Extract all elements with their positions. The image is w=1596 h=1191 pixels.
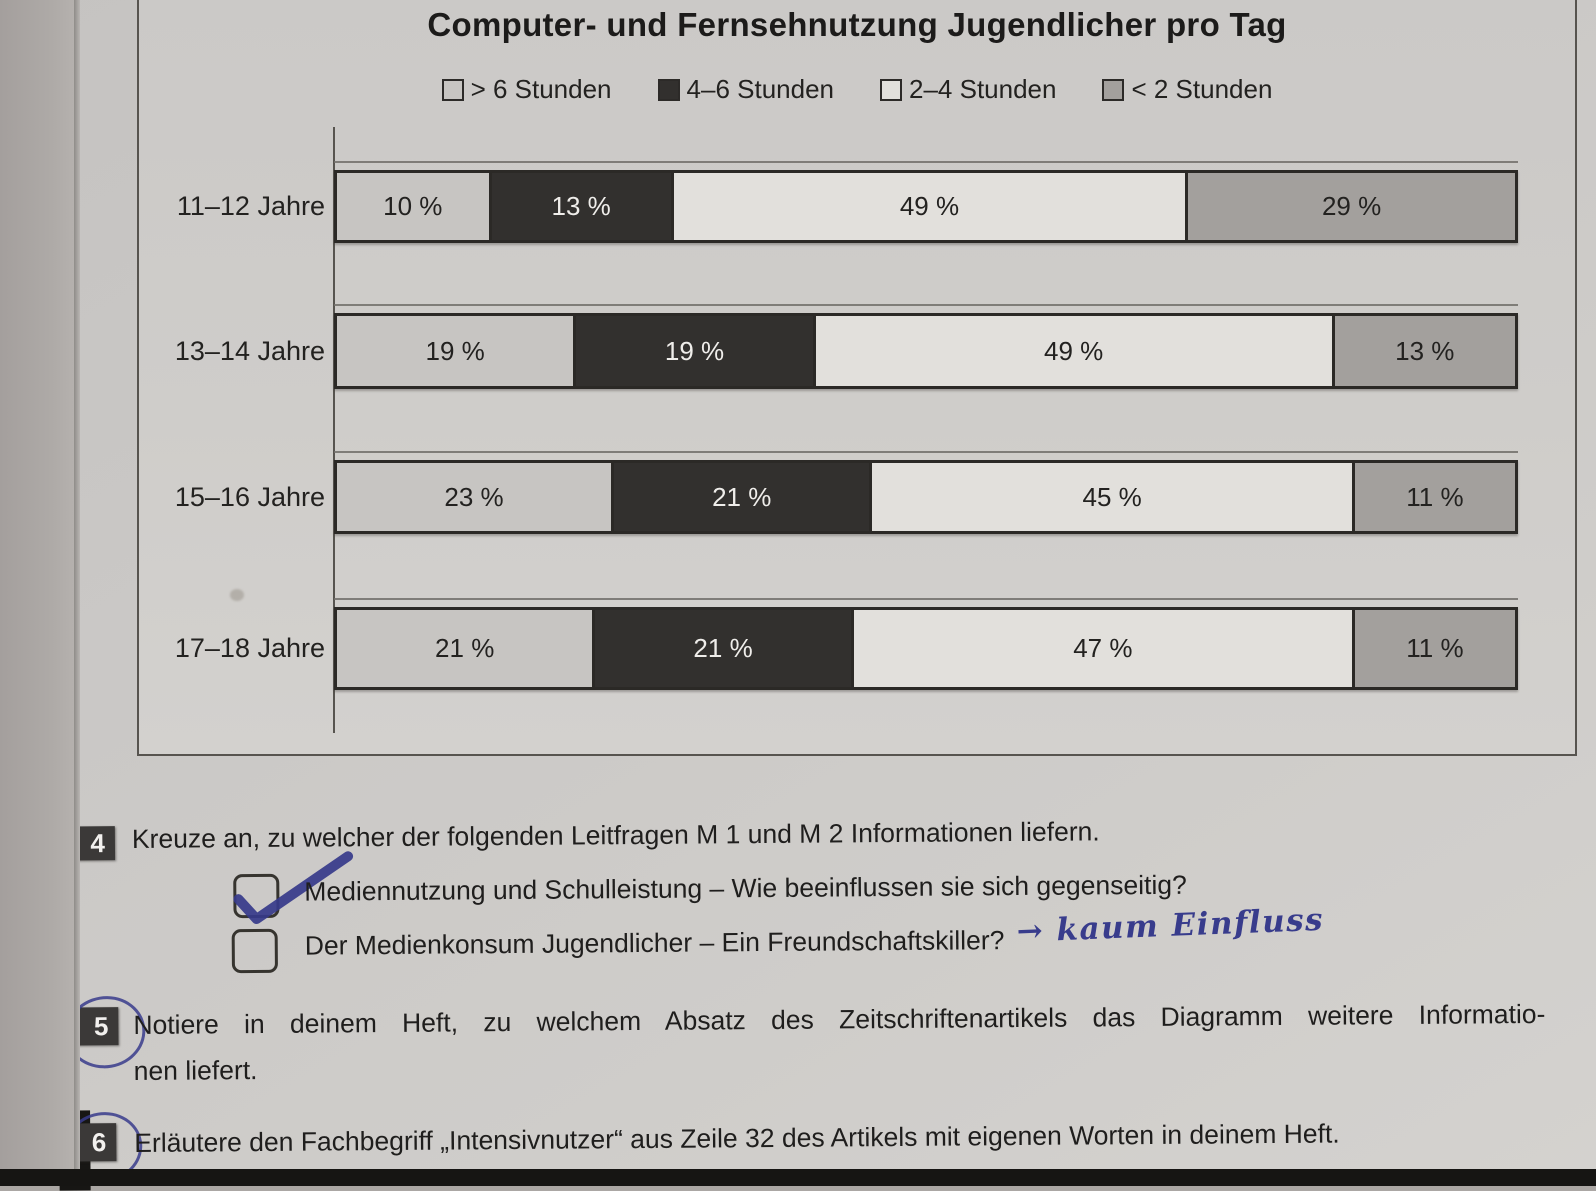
bar-segment-value: 11 % — [1406, 481, 1464, 512]
bar-segment-value: 10 % — [383, 191, 443, 221]
bar-row: 23 % 21 % 45 % 11 % — [334, 460, 1518, 534]
bar-segment-value: 47 % — [1073, 633, 1133, 663]
bar-segment: 11 % — [1351, 610, 1515, 687]
bar-segment: 49 % — [812, 316, 1332, 386]
task-4-option-1-label: Mediennutzung und Schulleistung – Wie be… — [304, 869, 1187, 907]
bar-segment-value: 45 % — [1082, 481, 1142, 512]
adjacent-page-shadow-band — [0, 0, 74, 1186]
photo-speck — [230, 589, 244, 601]
chart-plot-area: 11–12 Jahre 10 % 13 % 49 % 29 % 13–14 Jahre 19… — [139, 0, 1575, 754]
legend-swatch-icon — [657, 78, 680, 101]
bar-segment: 13 % — [488, 173, 671, 240]
legend-item: < 2 Stunden — [1102, 74, 1272, 105]
bar-segment-value: 21 % — [435, 633, 495, 663]
legend-swatch-icon — [1102, 78, 1125, 101]
bar-segment: 23 % — [337, 463, 612, 531]
bar-segment: 21 % — [611, 463, 870, 531]
legend-label: < 2 Stunden — [1131, 74, 1273, 104]
bar-segment-value: 11 % — [1406, 633, 1464, 663]
bar-segment: 19 % — [337, 316, 574, 386]
legend-swatch-icon — [880, 78, 902, 101]
category-label: 15–16 Jahre — [174, 482, 325, 512]
task-5-text: Notiere in deinem Heft, zu welchem Absat… — [133, 991, 1546, 1094]
chart-frame: Computer- und Fernsehnutzung Jugendliche… — [137, 0, 1577, 756]
bar-segment-value: 49 % — [899, 191, 960, 221]
chart-legend: > 6 Stunden 4–6 Stunden 2–4 Stunden < 2 Stu… — [139, 74, 1575, 105]
bar-segment: 49 % — [670, 173, 1186, 240]
legend-item: 4–6 Stunden — [657, 74, 834, 105]
legend-item: > 6 Stunden — [441, 74, 612, 105]
bar-segment: 13 % — [1331, 316, 1515, 386]
bar-segment: 21 % — [337, 610, 593, 687]
checkmark-icon — [233, 851, 354, 925]
bar-segment: 19 % — [573, 316, 813, 386]
category-label: 17–18 Jahre — [174, 633, 325, 663]
row-separator-line — [334, 451, 1518, 453]
checkbox-medienkonsum-freundschaftskiller[interactable] — [231, 928, 278, 974]
bar-segment: 45 % — [869, 463, 1352, 531]
row-separator-line — [334, 304, 1518, 306]
bar-segment-value: 49 % — [1043, 335, 1104, 366]
row-separator-line — [334, 598, 1518, 600]
bar-segment-value: 13 % — [1395, 335, 1455, 366]
bottom-shadow-band — [0, 1169, 1596, 1186]
bar-row: 19 % 19 % 49 % 13 % — [334, 313, 1518, 389]
bar-segment: 11 % — [1351, 463, 1515, 531]
bar-segment: 29 % — [1185, 173, 1515, 240]
task-4-number: 4 — [90, 827, 106, 858]
category-label: 11–12 Jahre — [176, 191, 325, 221]
category-label: 13–14 Jahre — [174, 336, 325, 366]
bar-row: 21 % 21 % 47 % 11 % — [334, 607, 1518, 690]
bar-segment: 47 % — [850, 610, 1352, 687]
legend-swatch-icon — [441, 78, 464, 101]
legend-item: 2–4 Stunden — [880, 74, 1056, 105]
bar-segment-value: 13 % — [551, 191, 611, 221]
bar-segment-value: 19 % — [425, 335, 485, 366]
checkbox-mediennutzung-schulleistung[interactable] — [233, 851, 354, 925]
legend-label: > 6 Stunden — [470, 74, 612, 104]
bar-segment-value: 21 % — [693, 633, 753, 663]
bar-segment: 21 % — [592, 610, 851, 687]
bar-row: 10 % 13 % 49 % 29 % — [334, 170, 1518, 243]
bar-segment-value: 21 % — [712, 481, 772, 512]
bar-segment-value: 23 % — [444, 481, 504, 512]
task-6-text: Erläutere den Fachbegriff „Intensivnutze… — [134, 1118, 1340, 1158]
y-axis-line — [333, 127, 335, 733]
row-separator-line — [334, 161, 1518, 163]
legend-label: 4–6 Stunden — [686, 74, 834, 104]
task-4-option-2-label: Der Medienkonsum Jugendlicher – Ein Freu… — [304, 925, 1005, 961]
handwritten-annotation: → kaum Einfluss — [1016, 901, 1325, 950]
chart-title: Computer- und Fernsehnutzung Jugendliche… — [427, 6, 1287, 43]
bar-segment-value: 19 % — [664, 335, 725, 366]
bar-segment-value: 29 % — [1321, 191, 1382, 221]
bar-segment: 10 % — [337, 173, 489, 240]
legend-label: 2–4 Stunden — [909, 74, 1057, 104]
page-edge-line — [74, 0, 80, 1186]
